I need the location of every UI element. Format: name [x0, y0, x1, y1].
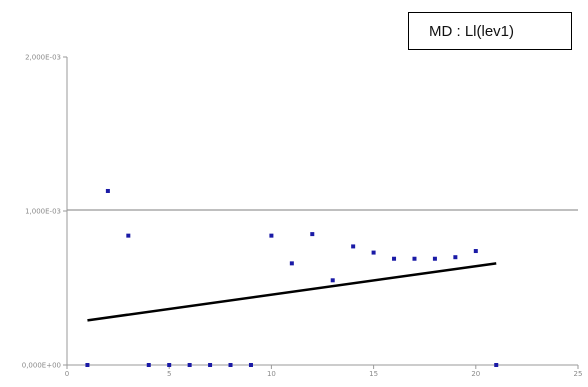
tick-labels: 0 5 10 15 20 25 0,000E+00 1,000E-03 2,000E-03 [22, 54, 583, 379]
axis-ticks [63, 56, 579, 369]
data-points [85, 188, 499, 367]
y-tick-label: 2,000E-03 [25, 54, 61, 62]
data-point [105, 188, 110, 193]
data-point [208, 363, 213, 367]
data-point [432, 256, 437, 261]
x-tick-label: 10 [267, 370, 276, 378]
data-point [412, 256, 417, 261]
data-point [310, 232, 315, 237]
trendline [87, 262, 497, 322]
data-point [228, 363, 233, 367]
data-point [494, 363, 499, 367]
y-tick-label: 0,000E+00 [22, 362, 61, 370]
data-point [351, 244, 356, 249]
data-point [126, 233, 131, 238]
data-point [269, 233, 274, 238]
y-tick-label: 1,000E-03 [25, 208, 61, 216]
x-tick-label: 0 [65, 370, 69, 378]
data-point [392, 256, 397, 261]
x-tick-label: 20 [471, 370, 480, 378]
x-tick-label: 25 [574, 370, 583, 378]
data-point [289, 261, 294, 266]
legend-box: MD : Ll(lev1) [408, 12, 572, 50]
x-tick-label: 15 [369, 370, 378, 378]
data-point [248, 363, 253, 367]
data-point [453, 255, 458, 260]
data-point [473, 249, 478, 254]
data-point [187, 363, 192, 367]
data-point [371, 250, 376, 255]
chart-title: MD : Ll(lev1) [429, 22, 515, 40]
data-point [146, 363, 151, 367]
data-point [330, 278, 335, 283]
x-tick-label: 5 [167, 370, 171, 378]
data-point [167, 363, 172, 367]
data-point [85, 363, 90, 367]
